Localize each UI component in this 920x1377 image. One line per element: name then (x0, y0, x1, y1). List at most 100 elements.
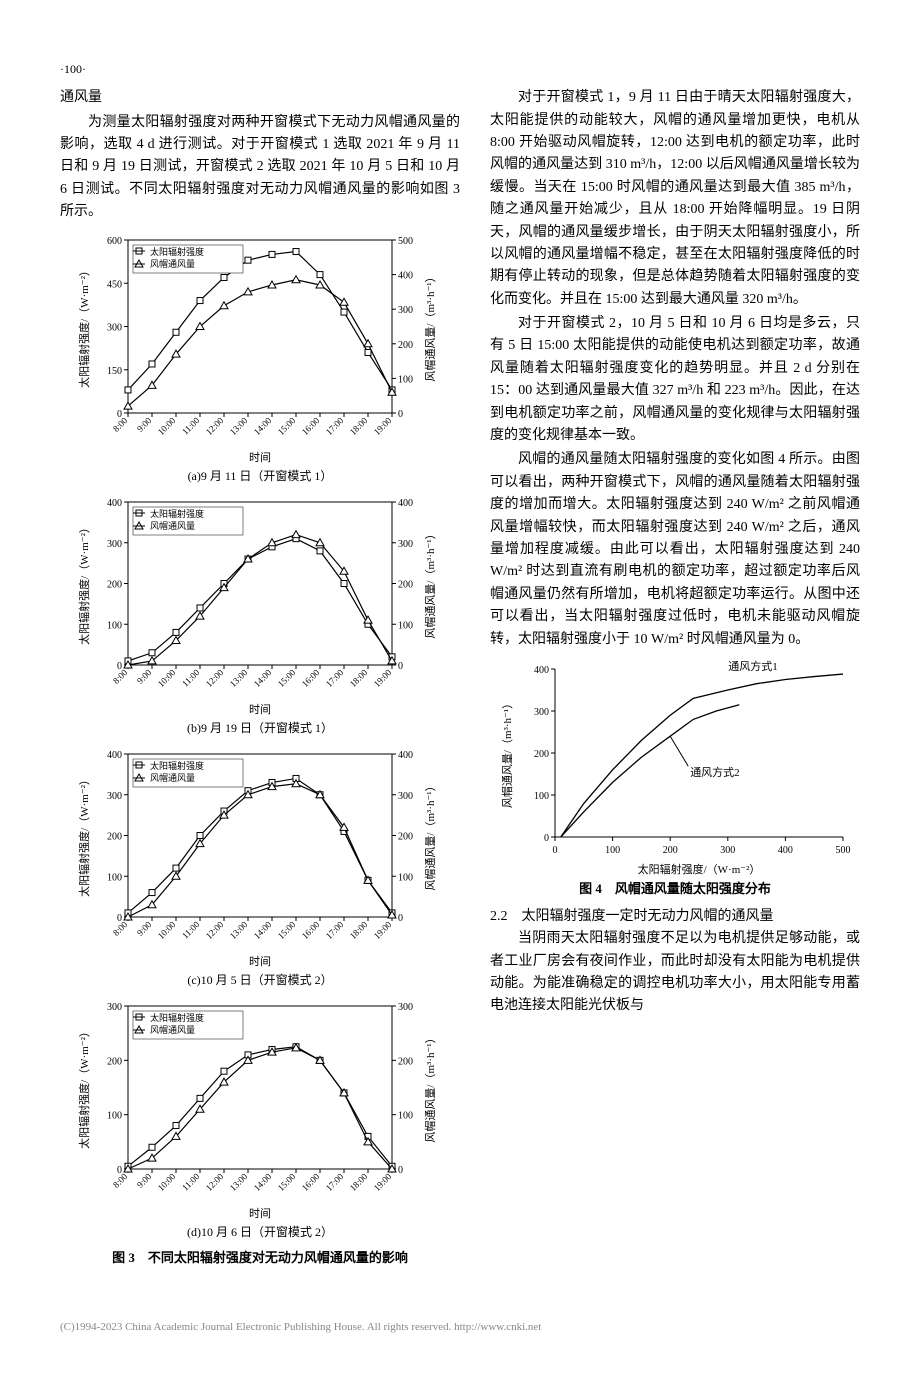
svg-text:200: 200 (107, 1056, 122, 1067)
svg-text:风帽通风量/（m³·h⁻¹）: 风帽通风量/（m³·h⁻¹） (501, 698, 514, 808)
svg-text:13:00: 13:00 (228, 415, 250, 437)
right-para1: 对于开窗模式 1，9 月 11 日由于晴天太阳辐射强度大，太阳能提供的动能较大，… (490, 87, 860, 311)
svg-text:11:00: 11:00 (180, 415, 202, 437)
svg-text:时间: 时间 (249, 451, 271, 464)
svg-text:18:00: 18:00 (348, 919, 370, 941)
svg-text:0: 0 (398, 913, 403, 924)
fig3a-wrap: 015030045060001002003004005008:009:0010:… (60, 230, 460, 486)
svg-text:风帽通风量: 风帽通风量 (150, 258, 195, 269)
svg-text:10:00: 10:00 (156, 1171, 178, 1193)
svg-text:11:00: 11:00 (180, 1171, 202, 1193)
svg-text:17:00: 17:00 (324, 1171, 346, 1193)
right-para4: 当阴雨天太阳辐射强度不足以为电机提供足够动能，或者工业厂房会有夜间作业，而此时却… (490, 928, 860, 1018)
left-heading: 通风量 (60, 87, 460, 109)
left-para1: 为测量太阳辐射强度对两种开窗模式下无动力风帽通风量的影响，选取 4 d 进行测试… (60, 112, 460, 224)
svg-text:200: 200 (398, 339, 413, 350)
svg-text:300: 300 (398, 538, 413, 549)
svg-text:16:00: 16:00 (300, 415, 322, 437)
fig3c-wrap: 010020030040001002003004008:009:0010:001… (60, 744, 460, 990)
svg-text:300: 300 (398, 305, 413, 316)
svg-text:9:00: 9:00 (135, 667, 154, 686)
svg-text:10:00: 10:00 (156, 415, 178, 437)
svg-text:200: 200 (663, 845, 678, 856)
svg-text:16:00: 16:00 (300, 667, 322, 689)
svg-text:400: 400 (778, 845, 793, 856)
svg-text:100: 100 (107, 620, 122, 631)
svg-text:300: 300 (720, 845, 735, 856)
svg-text:400: 400 (534, 665, 549, 676)
footer-text: (C)1994-2023 China Academic Journal Elec… (60, 1309, 860, 1337)
svg-text:400: 400 (107, 750, 122, 761)
svg-text:15:00: 15:00 (276, 1171, 298, 1193)
fig3a-subcaption: (a)9 月 11 日（开窗模式 1） (60, 467, 460, 486)
svg-text:8:00: 8:00 (111, 415, 130, 434)
svg-text:400: 400 (398, 270, 413, 281)
svg-text:太阳辐射强度: 太阳辐射强度 (150, 508, 204, 519)
svg-text:时间: 时间 (249, 1207, 271, 1220)
svg-text:400: 400 (398, 750, 413, 761)
fig3c-subcaption: (c)10 月 5 日（开窗模式 2） (60, 971, 460, 990)
svg-text:200: 200 (534, 749, 549, 760)
svg-text:0: 0 (398, 409, 403, 420)
svg-text:10:00: 10:00 (156, 667, 178, 689)
svg-text:200: 200 (398, 579, 413, 590)
svg-text:17:00: 17:00 (324, 919, 346, 941)
svg-text:100: 100 (605, 845, 620, 856)
svg-text:300: 300 (398, 1002, 413, 1013)
svg-text:100: 100 (398, 1111, 413, 1122)
svg-text:17:00: 17:00 (324, 415, 346, 437)
svg-text:风帽通风量/（m³·h⁻¹）: 风帽通风量/（m³·h⁻¹） (424, 271, 437, 381)
svg-text:100: 100 (398, 620, 413, 631)
svg-text:时间: 时间 (249, 955, 271, 968)
svg-text:9:00: 9:00 (135, 415, 154, 434)
svg-text:200: 200 (107, 579, 122, 590)
fig4-caption: 图 4 风帽通风量随太阳强度分布 (490, 879, 860, 900)
svg-text:太阳辐射强度/（W·m⁻²）: 太阳辐射强度/（W·m⁻²） (77, 265, 91, 388)
svg-text:风帽通风量/（m³·h⁻¹）: 风帽通风量/（m³·h⁻¹） (424, 780, 437, 890)
svg-text:太阳辐射强度: 太阳辐射强度 (150, 1012, 204, 1023)
svg-text:400: 400 (398, 498, 413, 509)
svg-text:0: 0 (553, 845, 558, 856)
svg-text:14:00: 14:00 (252, 1171, 274, 1193)
svg-text:太阳辐射强度: 太阳辐射强度 (150, 246, 204, 257)
svg-text:8:00: 8:00 (111, 667, 130, 686)
fig3b-subcaption: (b)9 月 19 日（开窗模式 1） (60, 719, 460, 738)
svg-text:100: 100 (107, 872, 122, 883)
svg-text:12:00: 12:00 (204, 667, 226, 689)
svg-text:450: 450 (107, 279, 122, 290)
svg-text:150: 150 (107, 365, 122, 376)
svg-text:300: 300 (107, 538, 122, 549)
svg-text:19:00: 19:00 (372, 415, 394, 437)
svg-text:11:00: 11:00 (180, 919, 202, 941)
svg-text:300: 300 (107, 791, 122, 802)
svg-text:10:00: 10:00 (156, 919, 178, 941)
svg-text:500: 500 (398, 236, 413, 247)
svg-text:0: 0 (544, 833, 549, 844)
svg-text:18:00: 18:00 (348, 415, 370, 437)
section-2-2-heading: 2.2 太阳辐射强度一定时无动力风帽的通风量 (490, 906, 860, 928)
svg-text:400: 400 (107, 498, 122, 509)
svg-text:8:00: 8:00 (111, 919, 130, 938)
svg-text:100: 100 (398, 872, 413, 883)
svg-text:风帽通风量/（m³·h⁻¹）: 风帽通风量/（m³·h⁻¹） (424, 528, 437, 638)
page-number: ·100· (60, 60, 860, 79)
svg-text:风帽通风量: 风帽通风量 (150, 1024, 195, 1035)
svg-text:太阳辐射强度/（W·m⁻²）: 太阳辐射强度/（W·m⁻²） (77, 522, 91, 645)
svg-text:14:00: 14:00 (252, 919, 274, 941)
fig3-caption: 图 3 不同太阳辐射强度对无动力风帽通风量的影响 (60, 1248, 460, 1269)
svg-text:19:00: 19:00 (372, 667, 394, 689)
svg-text:太阳辐射强度/（W·m⁻²）: 太阳辐射强度/（W·m⁻²） (638, 862, 761, 876)
svg-text:13:00: 13:00 (228, 667, 250, 689)
svg-text:时间: 时间 (249, 703, 271, 716)
svg-text:100: 100 (398, 374, 413, 385)
svg-text:8:00: 8:00 (111, 1171, 130, 1190)
svg-text:300: 300 (107, 1002, 122, 1013)
svg-text:9:00: 9:00 (135, 919, 154, 938)
svg-text:风帽通风量/（m³·h⁻¹）: 风帽通风量/（m³·h⁻¹） (424, 1033, 437, 1143)
fig4-chart: 01002003004000100200300400500太阳辐射强度/（W·m… (495, 657, 855, 877)
svg-text:太阳辐射强度/（W·m⁻²）: 太阳辐射强度/（W·m⁻²） (77, 1026, 91, 1149)
svg-text:600: 600 (107, 236, 122, 247)
svg-text:11:00: 11:00 (180, 667, 202, 689)
svg-text:12:00: 12:00 (204, 919, 226, 941)
left-column: 通风量 为测量太阳辐射强度对两种开窗模式下无动力风帽通风量的影响，选取 4 d … (60, 87, 460, 1269)
